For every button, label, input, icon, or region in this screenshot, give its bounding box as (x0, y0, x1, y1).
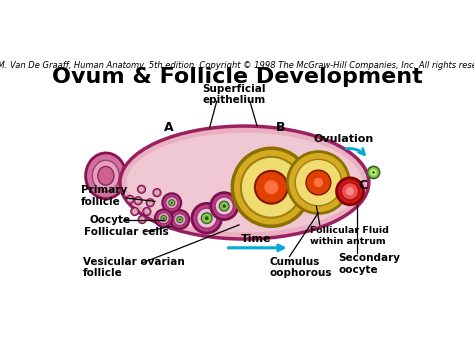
Ellipse shape (98, 166, 114, 185)
Circle shape (140, 217, 144, 222)
Circle shape (232, 148, 310, 226)
Circle shape (155, 191, 159, 195)
Circle shape (341, 182, 359, 200)
Circle shape (171, 202, 173, 204)
Ellipse shape (92, 160, 119, 191)
Circle shape (143, 207, 151, 215)
Circle shape (205, 216, 209, 220)
Circle shape (133, 209, 137, 214)
Text: Ovulation: Ovulation (313, 134, 374, 144)
Circle shape (146, 211, 148, 213)
Circle shape (139, 187, 144, 191)
Text: Vesicular ovarian
follicle: Vesicular ovarian follicle (83, 257, 185, 278)
Text: C: C (359, 179, 368, 192)
Circle shape (163, 217, 165, 219)
Ellipse shape (127, 133, 362, 232)
Circle shape (161, 215, 166, 221)
Circle shape (155, 209, 173, 227)
Circle shape (134, 197, 142, 205)
Circle shape (346, 187, 354, 195)
Text: Superficial
epithelium: Superficial epithelium (202, 84, 265, 105)
Circle shape (173, 213, 186, 226)
Circle shape (171, 210, 189, 229)
Text: A: A (164, 121, 173, 134)
Circle shape (197, 208, 217, 228)
Circle shape (128, 197, 132, 202)
Circle shape (169, 200, 175, 206)
Circle shape (255, 171, 288, 204)
Circle shape (153, 189, 161, 197)
Circle shape (149, 202, 151, 204)
Circle shape (295, 159, 342, 206)
Text: Follicular Fluid
within antrum: Follicular Fluid within antrum (310, 226, 389, 246)
Circle shape (141, 219, 143, 220)
Circle shape (215, 197, 233, 215)
Text: Kent M. Van De Graaff, Human Anatomy, 5th edition. Copyright © 1998 The McGraw-H: Kent M. Van De Graaff, Human Anatomy, 5t… (0, 61, 474, 70)
Circle shape (145, 209, 149, 214)
Ellipse shape (86, 153, 126, 199)
Circle shape (138, 215, 146, 224)
Circle shape (126, 195, 134, 203)
Circle shape (201, 213, 212, 224)
Ellipse shape (120, 126, 369, 239)
Circle shape (148, 201, 152, 205)
Text: Time: Time (241, 234, 271, 244)
Text: Oocyte: Oocyte (90, 214, 131, 225)
Text: Cumulus
oophorous: Cumulus oophorous (269, 257, 332, 278)
Circle shape (129, 198, 131, 200)
Circle shape (192, 203, 221, 233)
Text: Ovum & Follicle Development: Ovum & Follicle Development (52, 67, 422, 87)
Circle shape (134, 211, 136, 213)
Circle shape (371, 169, 376, 175)
Circle shape (222, 204, 226, 208)
Circle shape (241, 157, 302, 218)
Circle shape (137, 200, 139, 202)
Circle shape (165, 197, 178, 209)
Circle shape (367, 166, 380, 179)
Circle shape (158, 213, 169, 224)
Circle shape (146, 199, 154, 207)
Circle shape (211, 193, 237, 219)
Circle shape (372, 171, 375, 174)
Circle shape (177, 217, 183, 223)
Text: Primary
follicle: Primary follicle (81, 185, 127, 207)
Circle shape (337, 178, 364, 205)
Circle shape (306, 170, 331, 195)
Text: B: B (276, 121, 285, 134)
Text: Follicular cells: Follicular cells (84, 226, 169, 237)
Circle shape (219, 201, 229, 211)
Circle shape (140, 188, 143, 190)
Circle shape (179, 218, 181, 221)
Circle shape (137, 185, 146, 193)
Circle shape (314, 178, 323, 187)
Circle shape (136, 198, 140, 203)
Circle shape (131, 207, 139, 215)
Circle shape (162, 193, 181, 212)
Text: Secondary
oocyte: Secondary oocyte (338, 253, 401, 275)
Circle shape (264, 180, 278, 194)
Circle shape (156, 192, 158, 193)
Circle shape (287, 152, 349, 213)
